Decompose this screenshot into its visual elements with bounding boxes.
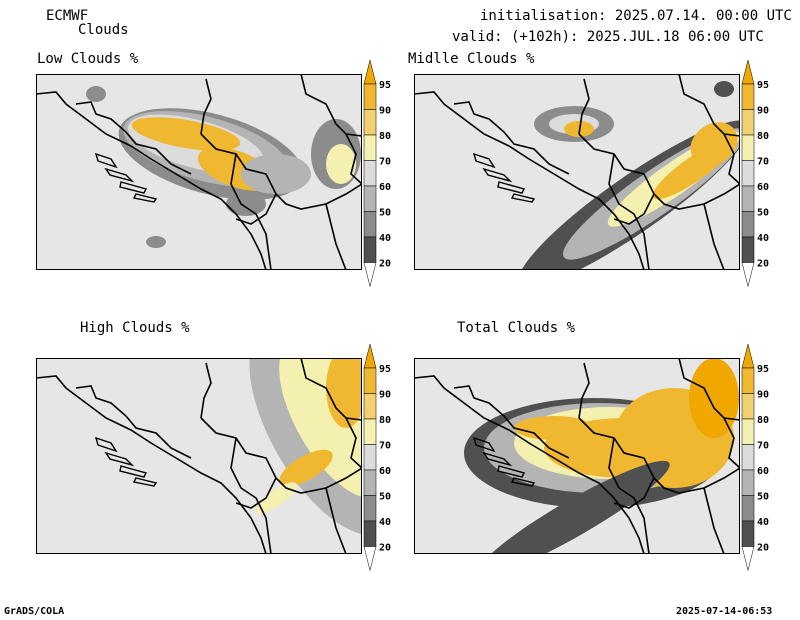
colorbar-tick-label: 20 (379, 259, 391, 270)
product-name: Clouds (78, 22, 129, 38)
colorbar-tick-label: 95 (757, 364, 769, 375)
colorbar-tick-label: 70 (757, 441, 769, 452)
cloud-field (86, 86, 361, 248)
panel-title-low: Low Clouds % (37, 51, 139, 67)
colorbar-tick-label: 90 (379, 390, 391, 401)
footer-software: GrADS/COLA (4, 606, 65, 617)
country-borders (414, 74, 740, 270)
colorbar-high: 95 90 80 70 60 50 40 20 (362, 343, 398, 580)
country-borders (36, 74, 362, 270)
colorbar-tick-label: 90 (379, 106, 391, 117)
map-panel-total (414, 358, 740, 554)
colorbar-tick-label: 20 (757, 259, 769, 270)
map-panel-mid (414, 74, 740, 270)
colorbar-tick-label: 50 (757, 208, 769, 219)
colorbar-tick-label: 60 (379, 466, 391, 477)
colorbar-tick-label: 90 (757, 106, 769, 117)
footer-timestamp: 2025-07-14-06:53 (676, 606, 773, 617)
panel-title-total: Total Clouds % (457, 320, 576, 336)
colorbar-tick-label: 95 (379, 80, 391, 91)
colorbar-tick-label: 60 (757, 466, 769, 477)
colorbar-tick-label: 20 (379, 543, 391, 554)
colorbar-low: 95 90 80 70 60 50 40 20 (362, 59, 398, 296)
model-name: ECMWF (46, 8, 89, 24)
country-borders (36, 358, 362, 554)
cloud-field (464, 358, 739, 554)
colorbar-tick-label: 80 (757, 131, 769, 142)
colorbar-tick-label: 50 (379, 208, 391, 219)
colorbar-tick-label: 70 (379, 441, 391, 452)
colorbar-total: 95 90 80 70 60 50 40 20 (740, 343, 776, 580)
colorbar-tick-label: 70 (757, 157, 769, 168)
colorbar-tick-label: 50 (757, 492, 769, 503)
panel-title-mid: Midlle Clouds % (408, 51, 535, 67)
init-time: initialisation: 2025.07.14. 00:00 UTC (480, 8, 792, 24)
colorbar-tick-label: 60 (379, 182, 391, 193)
colorbar-tick-label: 40 (379, 233, 391, 244)
colorbar-mid: 95 90 80 70 60 50 40 20 (740, 59, 776, 296)
colorbar-tick-label: 80 (379, 415, 391, 426)
colorbar-tick-label: 90 (757, 390, 769, 401)
colorbar-tick-label: 95 (757, 80, 769, 91)
cloud-field (249, 358, 362, 536)
colorbar-tick-label: 60 (757, 182, 769, 193)
colorbar-tick-label: 40 (757, 233, 769, 244)
colorbar-tick-label: 20 (757, 543, 769, 554)
colorbar-tick-label: 80 (757, 415, 769, 426)
colorbar-tick-label: 80 (379, 131, 391, 142)
map-panel-low (36, 74, 362, 270)
colorbar-tick-label: 40 (379, 517, 391, 528)
colorbar-tick-label: 40 (757, 517, 769, 528)
panel-title-high: High Clouds % (80, 320, 190, 336)
valid-time: valid: (+102h): 2025.JUL.18 06:00 UTC (452, 29, 764, 45)
colorbar-tick-label: 70 (379, 157, 391, 168)
country-borders (414, 358, 740, 554)
map-panel-high (36, 358, 362, 554)
colorbar-tick-label: 95 (379, 364, 391, 375)
colorbar-tick-label: 50 (379, 492, 391, 503)
